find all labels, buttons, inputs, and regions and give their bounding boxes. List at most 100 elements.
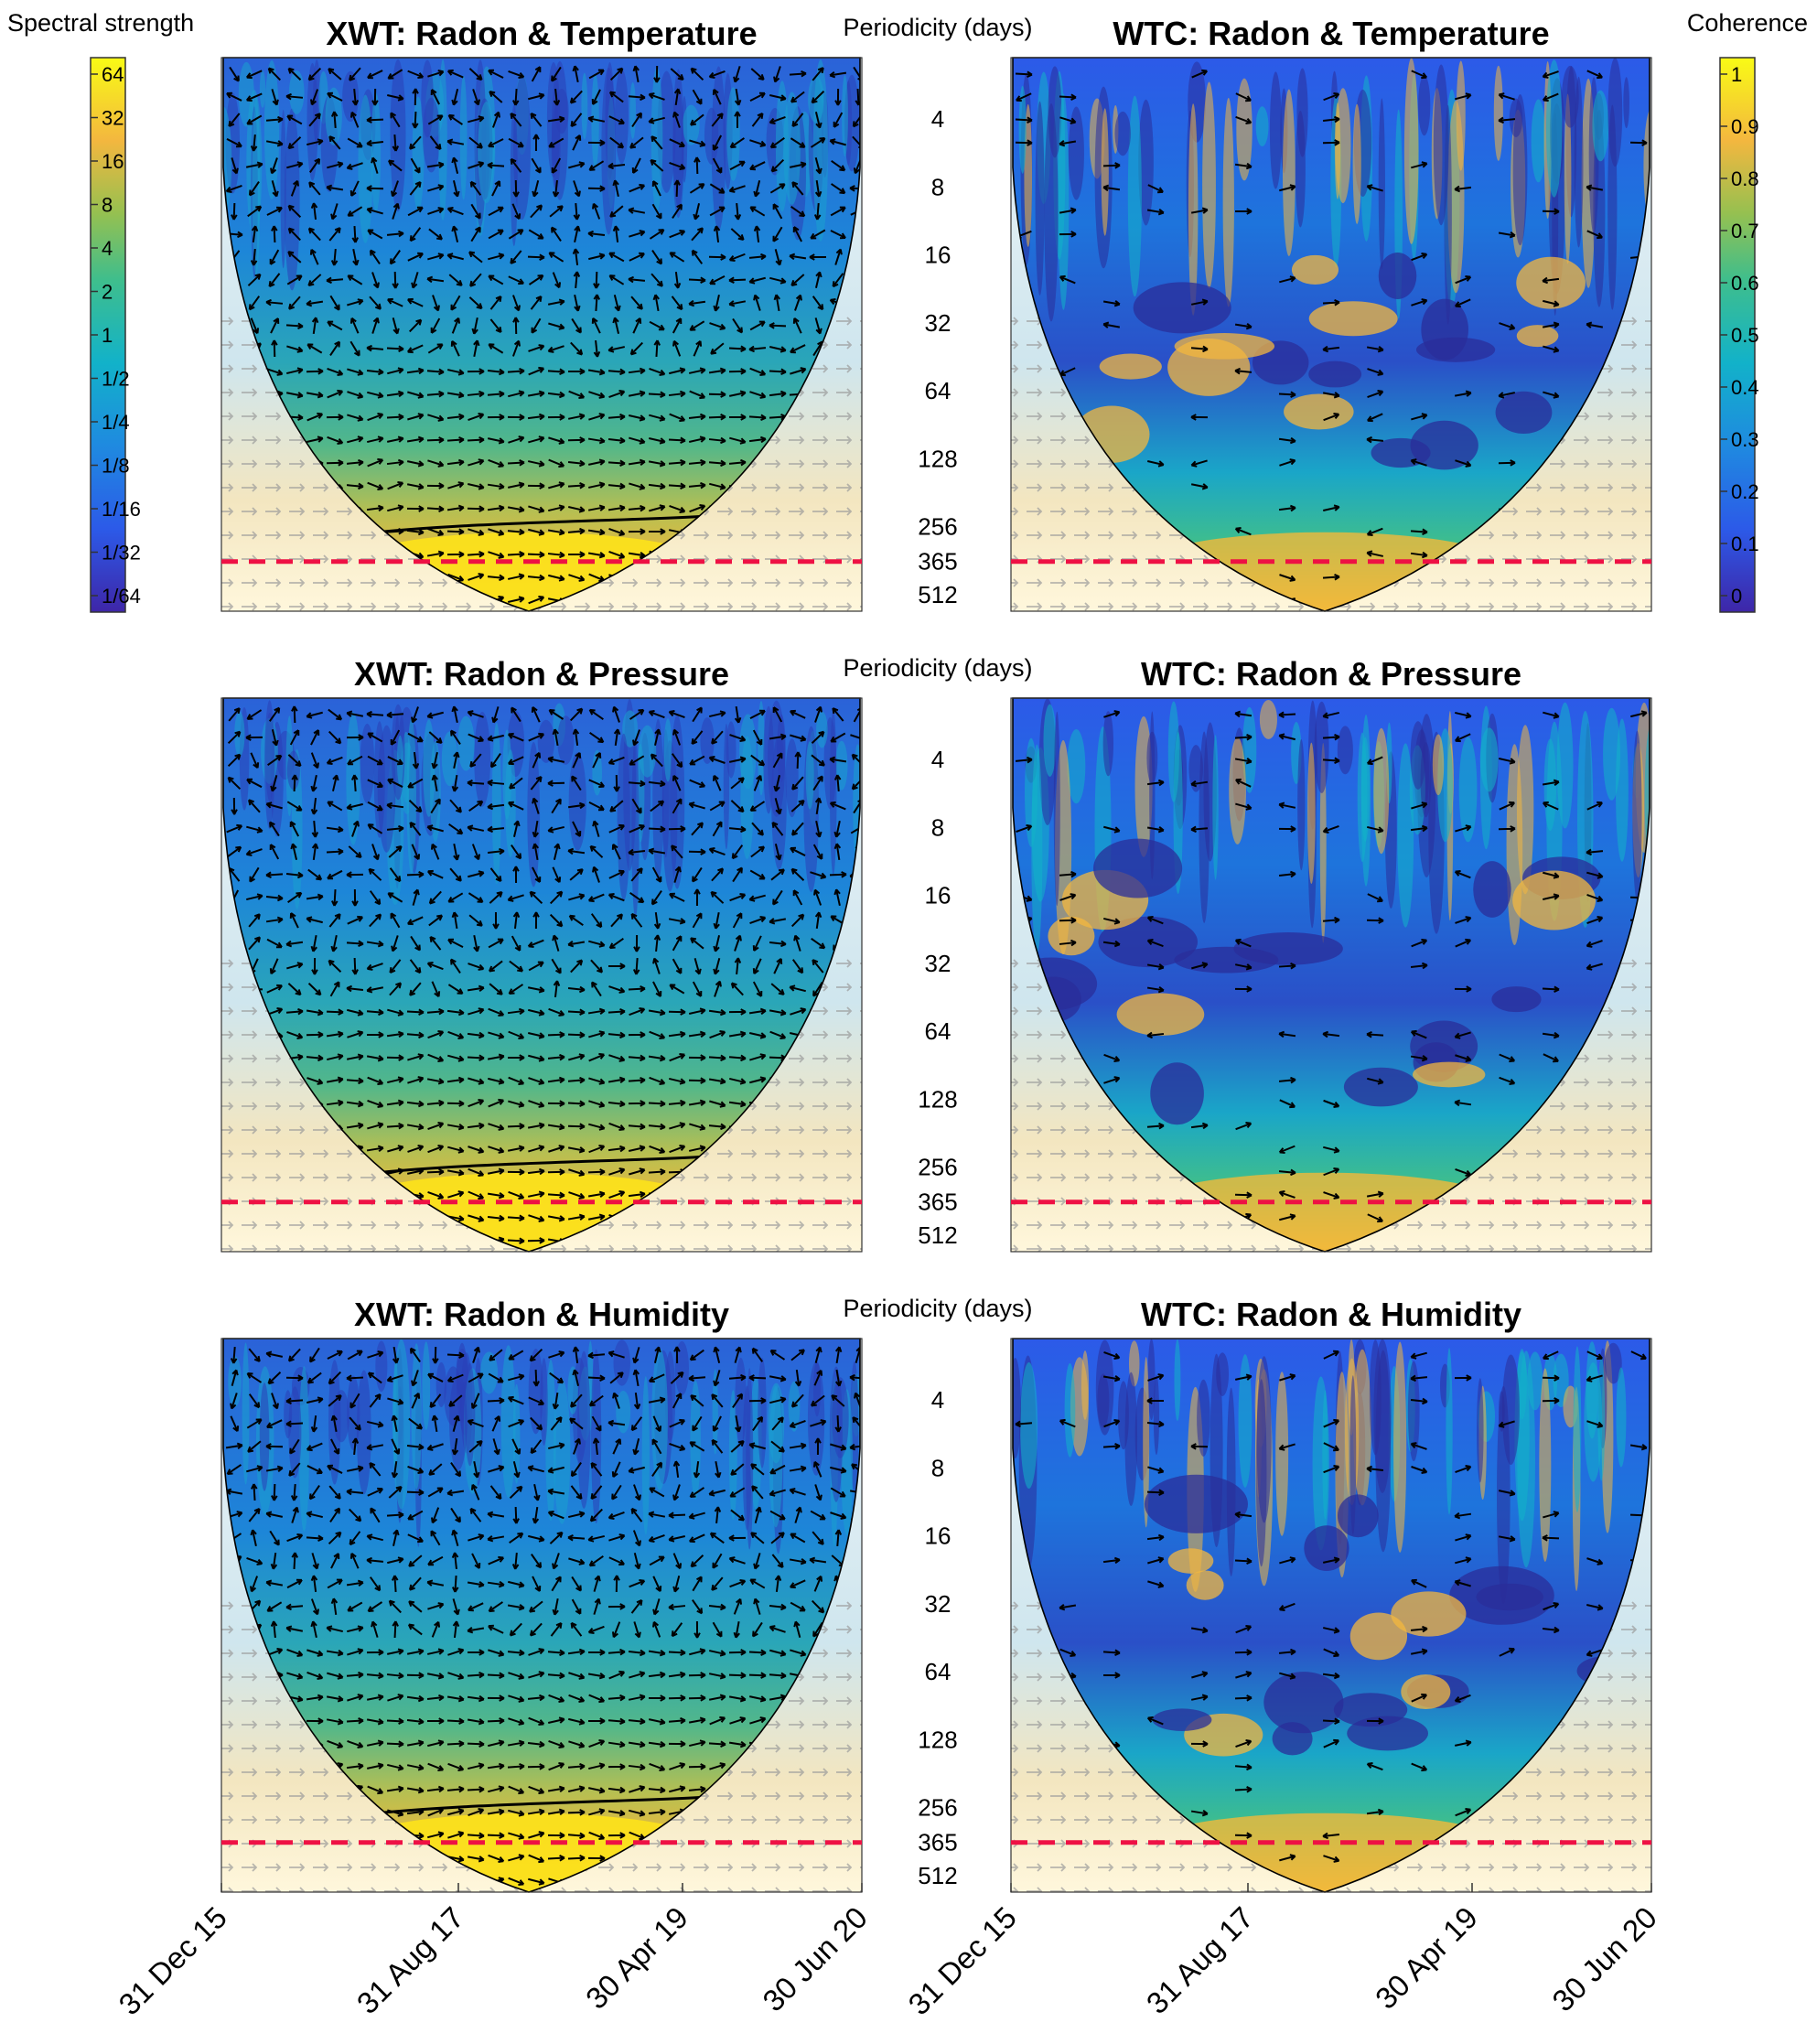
phase-arrow <box>367 801 383 812</box>
texture-streak <box>1616 718 1629 862</box>
texture-streak <box>228 1356 242 1407</box>
phase-arrow <box>489 318 502 333</box>
phase-arrow <box>568 1191 586 1200</box>
phase-arrow <box>811 1599 825 1614</box>
phase-arrow <box>246 709 263 720</box>
phase-arrow <box>1191 1671 1209 1679</box>
phase-arrow <box>812 775 823 791</box>
phase-arrow <box>709 1029 726 1039</box>
coherence-blob <box>1413 1061 1486 1088</box>
phase-arrow <box>407 1465 425 1474</box>
phase-arrow <box>552 1553 560 1570</box>
phase-arrow <box>629 252 645 262</box>
phase-arrow <box>607 459 626 468</box>
phase-arrow <box>248 1393 261 1409</box>
phase-arrow <box>527 253 545 261</box>
phase-arrow <box>527 390 545 397</box>
phase-arrow <box>1059 1604 1077 1611</box>
phase-arrow <box>230 1393 238 1410</box>
phase-arrow <box>271 1393 279 1410</box>
phase-arrow <box>547 825 564 834</box>
phase-arrow <box>286 114 303 125</box>
phase-arrow <box>311 1553 319 1570</box>
phase-arrow <box>1059 93 1077 101</box>
phase-arrow <box>1015 116 1033 124</box>
phase-arrow <box>347 206 363 217</box>
phase-arrow <box>427 114 444 125</box>
phase-arrow <box>467 1122 485 1130</box>
texture-streak <box>1531 99 1546 183</box>
phase-arrow <box>1234 1373 1253 1381</box>
phase-arrow <box>547 551 565 559</box>
phase-arrow <box>468 1214 485 1222</box>
phase-arrow <box>467 390 485 398</box>
phase-arrow <box>609 67 624 81</box>
phase-arrow <box>451 1437 459 1456</box>
phase-arrow <box>491 180 501 197</box>
coherence-blob <box>1167 1548 1214 1574</box>
phase-arrow <box>733 1620 740 1639</box>
y-tick-label: 4 <box>931 746 944 773</box>
y-tick-label: 512 <box>918 1862 957 1889</box>
phase-arrow <box>411 272 419 289</box>
phase-arrow <box>1235 778 1252 788</box>
phase-arrow <box>467 824 485 832</box>
phase-arrow <box>612 705 620 723</box>
phase-arrow <box>1410 1442 1427 1450</box>
phase-arrow <box>1279 1099 1296 1109</box>
phase-arrow <box>468 892 484 903</box>
phase-arrow <box>330 111 339 129</box>
phase-arrow <box>231 157 239 175</box>
phase-arrow <box>408 1555 423 1567</box>
texture-streak <box>1418 75 1431 136</box>
phase-arrow <box>468 914 483 927</box>
phase-arrow <box>567 527 586 535</box>
phase-arrow <box>285 322 304 330</box>
phase-arrow <box>712 157 723 174</box>
phase-arrow <box>250 134 258 152</box>
phase-arrow <box>392 134 400 152</box>
phase-arrow <box>668 458 686 467</box>
phase-arrow <box>528 1877 545 1886</box>
phase-arrow <box>648 1123 666 1131</box>
texture-streak <box>1623 77 1629 129</box>
phase-arrow <box>406 1489 425 1496</box>
phase-arrow <box>306 1031 324 1038</box>
phase-arrow <box>1146 963 1165 971</box>
phase-arrow <box>452 1620 460 1639</box>
phase-arrow <box>547 1100 565 1107</box>
phase-arrow <box>451 705 458 724</box>
phase-arrow <box>366 1444 384 1451</box>
phase-arrow <box>346 1762 364 1770</box>
phase-arrow <box>1410 458 1427 467</box>
phase-arrow <box>648 92 665 101</box>
phase-arrow <box>310 1598 319 1616</box>
phase-arrow <box>1543 1053 1559 1063</box>
phase-arrow <box>408 1600 423 1613</box>
phase-arrow <box>250 1576 259 1593</box>
phase-arrow <box>412 111 419 129</box>
phase-arrow <box>628 780 646 788</box>
phase-arrow <box>406 1717 425 1726</box>
phase-arrow <box>468 483 485 490</box>
phase-arrow <box>810 137 826 148</box>
phase-arrow <box>611 1621 621 1639</box>
phase-arrow <box>648 1534 665 1543</box>
phase-arrow <box>769 1603 787 1611</box>
phase-arrow <box>1630 1350 1647 1361</box>
phase-arrow <box>688 1007 706 1015</box>
phase-arrow <box>306 392 324 399</box>
phase-arrow <box>629 1145 646 1152</box>
phase-arrow <box>688 801 705 810</box>
phase-arrow <box>748 436 767 444</box>
phase-arrow <box>1234 758 1253 765</box>
phase-arrow <box>753 225 761 243</box>
texture-streak <box>1403 58 1419 244</box>
phase-arrow <box>1278 1648 1296 1656</box>
phase-arrow <box>351 957 359 975</box>
phase-arrow <box>1102 1442 1121 1450</box>
phase-arrow <box>285 1625 304 1632</box>
phase-arrow <box>733 66 741 83</box>
phase-arrow <box>467 1419 484 1428</box>
phase-arrow <box>1103 825 1121 834</box>
